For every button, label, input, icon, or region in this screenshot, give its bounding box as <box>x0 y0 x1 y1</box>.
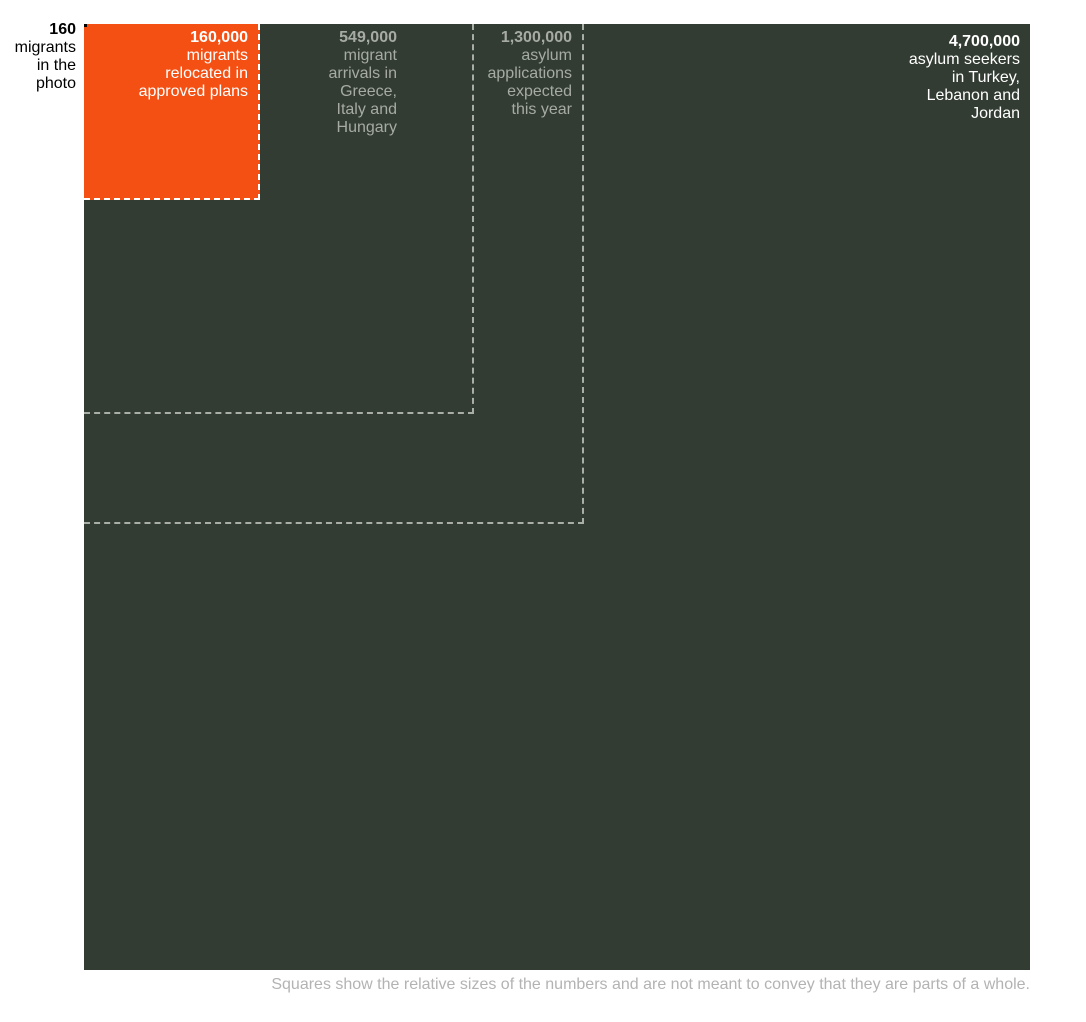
label-160: 160 migrants in the photo <box>15 21 76 93</box>
square-160 <box>84 24 87 27</box>
square-160000 <box>84 24 260 200</box>
label-1300000: 1,300,000 asylum applications expected this… <box>488 29 573 119</box>
desc-549000: migrant arrivals in Greece, Italy and Hungar… <box>328 47 397 136</box>
square-549000 <box>84 24 474 414</box>
value-4700000: 4,700,000 <box>948 33 1020 50</box>
label-4700000: 4,700,000 asylum seekers in Turkey, Lebano… <box>909 33 1020 123</box>
label-549000: 549,000 migrant arrivals in Greece, Italy a… <box>329 29 397 137</box>
value-549000: 549,000 <box>339 29 397 46</box>
desc-4700000: asylum seekers in Turkey, Lebanon and Jorda… <box>908 51 1020 122</box>
value-1300000: 1,300,000 <box>500 29 572 46</box>
desc-160000: migrants relocated in approved plans <box>138 47 248 100</box>
footnote: Squares show the relative sizes of the n… <box>271 976 1030 993</box>
desc-1300000: asylum applications expected this year <box>487 47 573 118</box>
value-160000: 160,000 <box>190 29 248 46</box>
square-1300000 <box>84 24 584 524</box>
label-160000: 160,000 migrants relocated in approved pla… <box>139 29 248 101</box>
desc-160: migrants in the photo <box>14 39 76 92</box>
value-160: 160 <box>49 21 76 38</box>
